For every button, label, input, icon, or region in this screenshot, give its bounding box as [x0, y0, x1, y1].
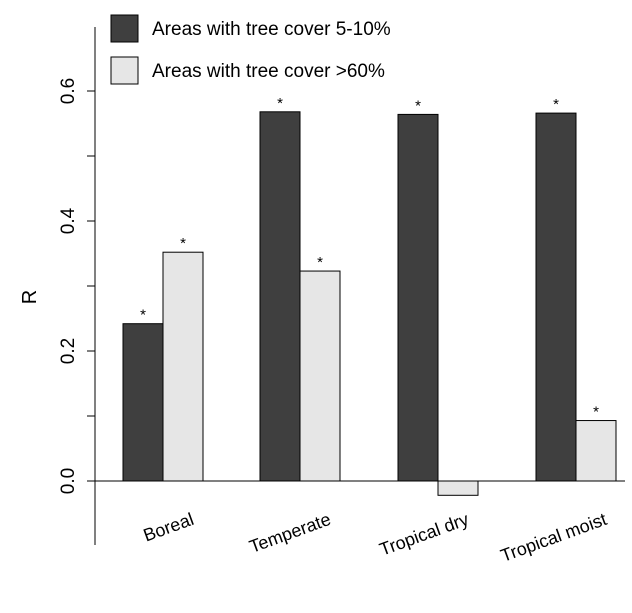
significance-mark: * [593, 404, 599, 421]
legend-label: Areas with tree cover 5-10% [152, 19, 391, 40]
bar [162, 251, 204, 482]
y-tick-label: 0.2 [58, 338, 79, 364]
significance-mark: * [180, 235, 186, 252]
significance-mark: * [140, 307, 146, 324]
y-tick-label: 0.4 [58, 207, 79, 234]
category-label: Tropical moist [498, 509, 609, 566]
category-label: Tropical dry [377, 509, 472, 560]
legend-label: Areas with tree cover >60% [152, 61, 385, 82]
bar [299, 270, 341, 482]
legend-swatch [110, 56, 139, 85]
bar [575, 420, 617, 482]
category-labels: Boreal Temperate Tropical dry Tropical mois… [141, 509, 610, 566]
category-label: Temperate [247, 509, 334, 557]
y-tick-label: 0.6 [58, 78, 79, 104]
legend: Areas with tree cover 5-10% Areas with tr… [110, 14, 391, 85]
bars: * * * * * * * [122, 95, 617, 496]
bar [437, 480, 479, 496]
bar [259, 111, 301, 482]
significance-mark: * [553, 96, 559, 113]
legend-swatch [110, 14, 139, 43]
y-axis-label: R [19, 290, 41, 304]
significance-mark: * [317, 254, 323, 271]
bar [397, 113, 439, 482]
significance-mark: * [415, 97, 421, 114]
bar [122, 323, 164, 482]
significance-mark: * [277, 95, 283, 112]
bar [535, 112, 577, 482]
category-label: Boreal [141, 509, 197, 546]
y-tick-label: 0.0 [58, 468, 79, 494]
